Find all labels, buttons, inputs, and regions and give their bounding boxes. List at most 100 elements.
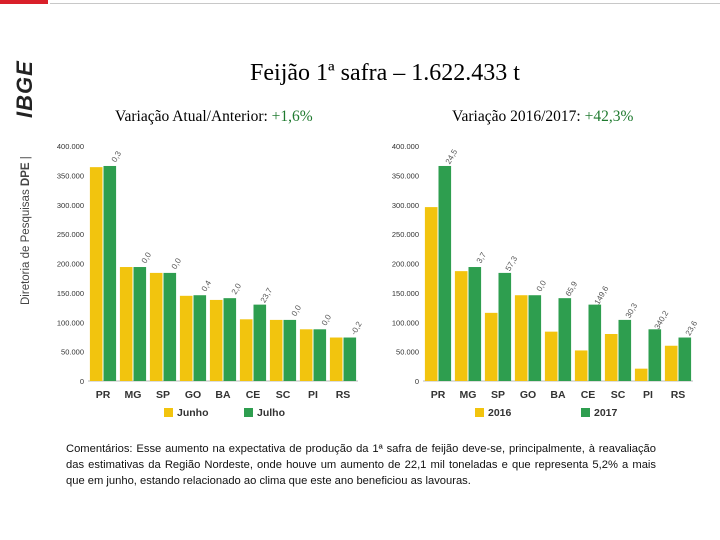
category-label: RS <box>336 389 351 401</box>
legend-swatch <box>475 408 484 417</box>
legend-swatch <box>244 408 253 417</box>
data-label: 0,0 <box>320 313 334 328</box>
category-label: GO <box>520 389 536 401</box>
bar-2017-sc <box>618 319 632 381</box>
y-tick-label: 400.000 <box>57 142 84 151</box>
chart-right: 0 50.000 100.000 150.000 200.000 250.000 300.0… <box>392 142 700 419</box>
bar-junho-mg <box>119 267 133 381</box>
bar-2017-pi <box>648 329 662 381</box>
category-label: SP <box>156 389 170 401</box>
legend-label: 2016 <box>488 407 512 419</box>
bar-2017-ce <box>588 304 602 381</box>
y-tick-label: 50.000 <box>61 348 84 357</box>
data-label: 0,0 <box>535 278 549 293</box>
data-label: 3,7 <box>475 250 489 265</box>
y-tick-label: 350.000 <box>392 171 419 180</box>
data-label: 340,2 <box>653 309 671 331</box>
subtitle-right: Variação 2016/2017: +42,3% <box>452 108 634 125</box>
data-label: 0,0 <box>290 303 304 318</box>
bar-julho-mg <box>133 267 147 381</box>
legend-swatch <box>164 408 173 417</box>
bar-2016-pr <box>424 207 438 381</box>
data-label: 24,5 <box>444 147 460 165</box>
bar-junho-sc <box>269 319 283 381</box>
brand-strip <box>0 0 48 4</box>
chart-left: 0 50.000 100.000 150.000 200.000 250.000 300.0… <box>57 142 364 419</box>
category-label: SC <box>276 389 291 401</box>
y-tick-label: 150.000 <box>57 289 84 298</box>
bar-julho-pi <box>313 329 327 381</box>
data-label: -0,2 <box>349 320 364 337</box>
category-label: RS <box>671 389 686 401</box>
y-tick-label: 50.000 <box>396 348 419 357</box>
y-tick-label: 100.000 <box>392 318 419 327</box>
category-label: CE <box>581 389 596 401</box>
y-tick-label: 100.000 <box>57 318 84 327</box>
page-title: Feijão 1ª safra – 1.622.433 t <box>250 60 520 86</box>
data-label: 0,3 <box>110 149 124 164</box>
category-label: PI <box>308 389 318 401</box>
data-label: 149,6 <box>593 284 611 306</box>
data-label: 65,9 <box>564 279 580 297</box>
bar-2017-mg <box>468 267 482 381</box>
bar-julho-sc <box>283 319 297 381</box>
bar-julho-ce <box>253 304 267 381</box>
y-tick-label: 0 <box>80 377 84 386</box>
y-tick-label: 350.000 <box>57 171 84 180</box>
sidebar: IBGE Diretoria de Pesquisas DPE | <box>0 0 50 540</box>
category-label: MG <box>125 389 142 401</box>
y-tick-label: 250.000 <box>57 230 84 239</box>
comment-text: Comentários: Esse aumento na expectativa… <box>66 443 656 487</box>
bar-junho-pi <box>299 329 313 381</box>
subtitle-left: Variação Atual/Anterior: +1,6% <box>115 108 313 125</box>
bar-2017-go <box>528 295 542 381</box>
bar-2016-sc <box>604 334 618 381</box>
bar-2016-sp <box>484 312 498 381</box>
bar-2016-mg <box>454 271 468 381</box>
y-tick-label: 300.000 <box>57 201 84 210</box>
y-tick-label: 200.000 <box>392 260 419 269</box>
bar-junho-pr <box>89 167 103 381</box>
category-label: PR <box>431 389 446 401</box>
y-tick-label: 150.000 <box>392 289 419 298</box>
bar-julho-go <box>193 295 207 381</box>
data-label: 0,0 <box>140 250 154 265</box>
y-tick-label: 0 <box>415 377 419 386</box>
category-label: SP <box>491 389 505 401</box>
bar-julho-ba <box>223 298 237 381</box>
category-label: CE <box>246 389 261 401</box>
bar-junho-ba <box>209 299 223 381</box>
bar-junho-ce <box>239 319 253 381</box>
category-label: BA <box>215 389 231 401</box>
bar-2016-ba <box>544 331 558 381</box>
category-label: BA <box>550 389 566 401</box>
data-label: 30,3 <box>624 301 640 319</box>
legend-label: 2017 <box>594 407 618 419</box>
data-label: 57,3 <box>504 254 520 272</box>
data-label: 0,0 <box>170 256 184 271</box>
legend-swatch <box>581 408 590 417</box>
bar-2017-rs <box>678 337 692 381</box>
ibge-logo: IBGE <box>12 60 37 118</box>
bar-2016-rs <box>664 345 678 381</box>
category-label: GO <box>185 389 201 401</box>
category-label: MG <box>460 389 477 401</box>
bar-2016-go <box>514 295 528 381</box>
bar-2017-pr <box>438 165 452 381</box>
data-label: 23,7 <box>259 286 275 304</box>
bar-junho-rs <box>329 337 343 381</box>
y-tick-label: 250.000 <box>392 230 419 239</box>
bar-2017-sp <box>498 272 512 381</box>
category-label: SC <box>611 389 626 401</box>
data-label: 0,4 <box>200 278 214 293</box>
legend-label: Junho <box>177 407 209 419</box>
bar-junho-go <box>179 295 193 381</box>
bar-julho-sp <box>163 272 177 381</box>
y-tick-label: 400.000 <box>392 142 419 151</box>
bar-julho-rs <box>343 337 357 381</box>
bar-2017-ba <box>558 298 572 381</box>
data-label: 23,6 <box>684 319 700 337</box>
y-tick-label: 200.000 <box>57 260 84 269</box>
bar-junho-sp <box>149 272 163 381</box>
legend-label: Julho <box>257 407 285 419</box>
